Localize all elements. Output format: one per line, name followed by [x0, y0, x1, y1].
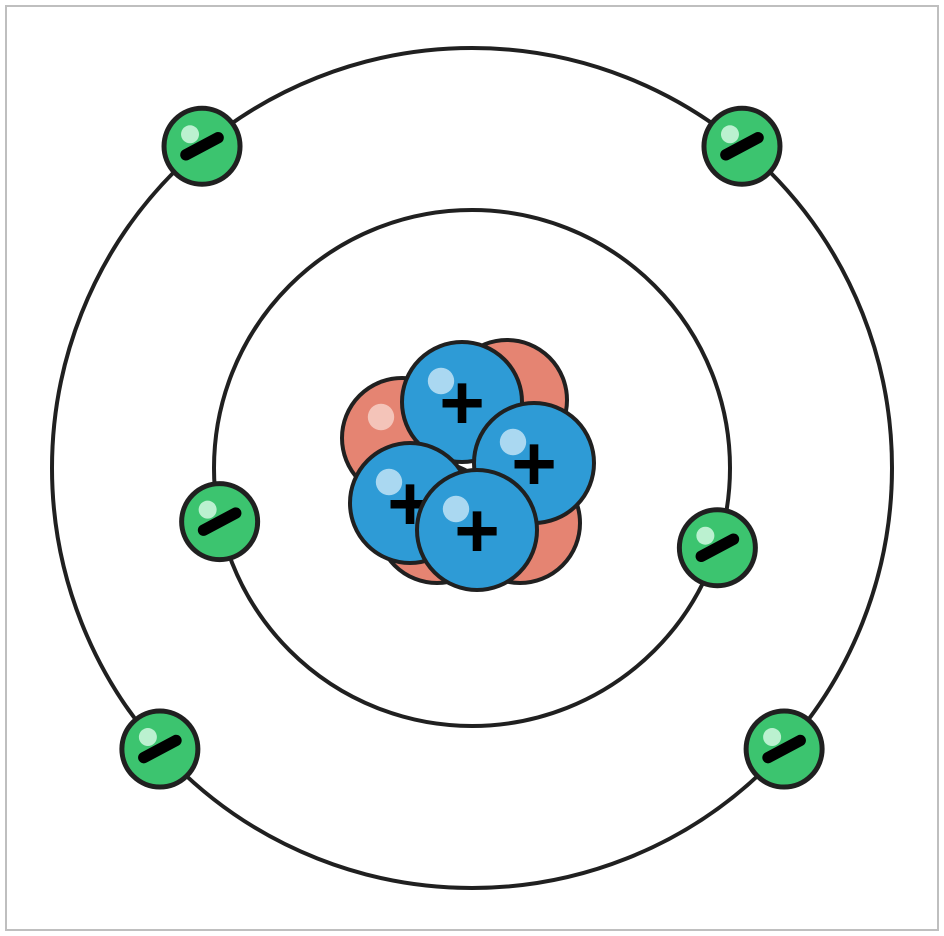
electron — [704, 108, 780, 184]
atom-diagram: ++++ — [0, 0, 944, 936]
proton-symbol: + — [454, 486, 500, 574]
proton-symbol: + — [439, 358, 485, 446]
electron — [679, 510, 755, 586]
electron — [746, 711, 822, 787]
electron — [164, 108, 240, 184]
electron — [122, 711, 198, 787]
electron — [182, 484, 258, 560]
proton: + — [417, 470, 537, 590]
